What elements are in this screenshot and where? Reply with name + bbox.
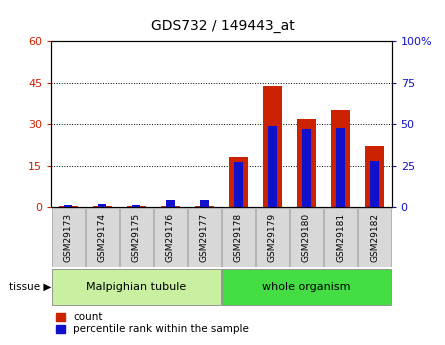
FancyBboxPatch shape [86,208,118,267]
Bar [336,128,345,207]
Bar [365,146,384,207]
Bar [93,206,112,207]
FancyBboxPatch shape [290,208,323,267]
Text: GDS732 / 149443_at: GDS732 / 149443_at [150,19,295,33]
FancyBboxPatch shape [358,208,391,267]
Bar [98,204,106,207]
Bar [234,162,243,207]
Text: GSM29178: GSM29178 [234,213,243,262]
Text: GSM29177: GSM29177 [200,213,209,262]
Bar [132,205,141,207]
Bar [229,157,248,207]
Text: GSM29174: GSM29174 [98,213,107,262]
Text: GSM29173: GSM29173 [64,213,73,262]
Text: GSM29179: GSM29179 [268,213,277,262]
FancyBboxPatch shape [324,208,357,267]
Bar [195,206,214,207]
Text: tissue ▶: tissue ▶ [9,282,51,292]
Text: whole organism: whole organism [262,282,351,292]
Bar [200,199,209,207]
Bar [331,110,350,207]
Legend: count, percentile rank within the sample: count, percentile rank within the sample [57,312,249,334]
Text: GSM29175: GSM29175 [132,213,141,262]
Bar [161,206,180,207]
FancyBboxPatch shape [256,208,289,267]
FancyBboxPatch shape [52,208,85,267]
Text: GSM29176: GSM29176 [166,213,175,262]
FancyBboxPatch shape [188,208,221,267]
Bar [64,205,73,207]
Text: Malpighian tubule: Malpighian tubule [86,282,186,292]
Bar [166,199,174,207]
Bar [268,126,277,207]
Text: GSM29182: GSM29182 [370,213,379,262]
FancyBboxPatch shape [154,208,186,267]
Text: GSM29180: GSM29180 [302,213,311,262]
Bar [302,129,311,207]
Bar [263,86,282,207]
FancyBboxPatch shape [222,208,255,267]
FancyBboxPatch shape [120,208,153,267]
Bar [297,119,316,207]
FancyBboxPatch shape [222,269,391,305]
Bar [59,206,77,207]
FancyBboxPatch shape [52,269,221,305]
Bar [370,161,379,207]
Bar [127,206,146,207]
Text: GSM29181: GSM29181 [336,213,345,262]
